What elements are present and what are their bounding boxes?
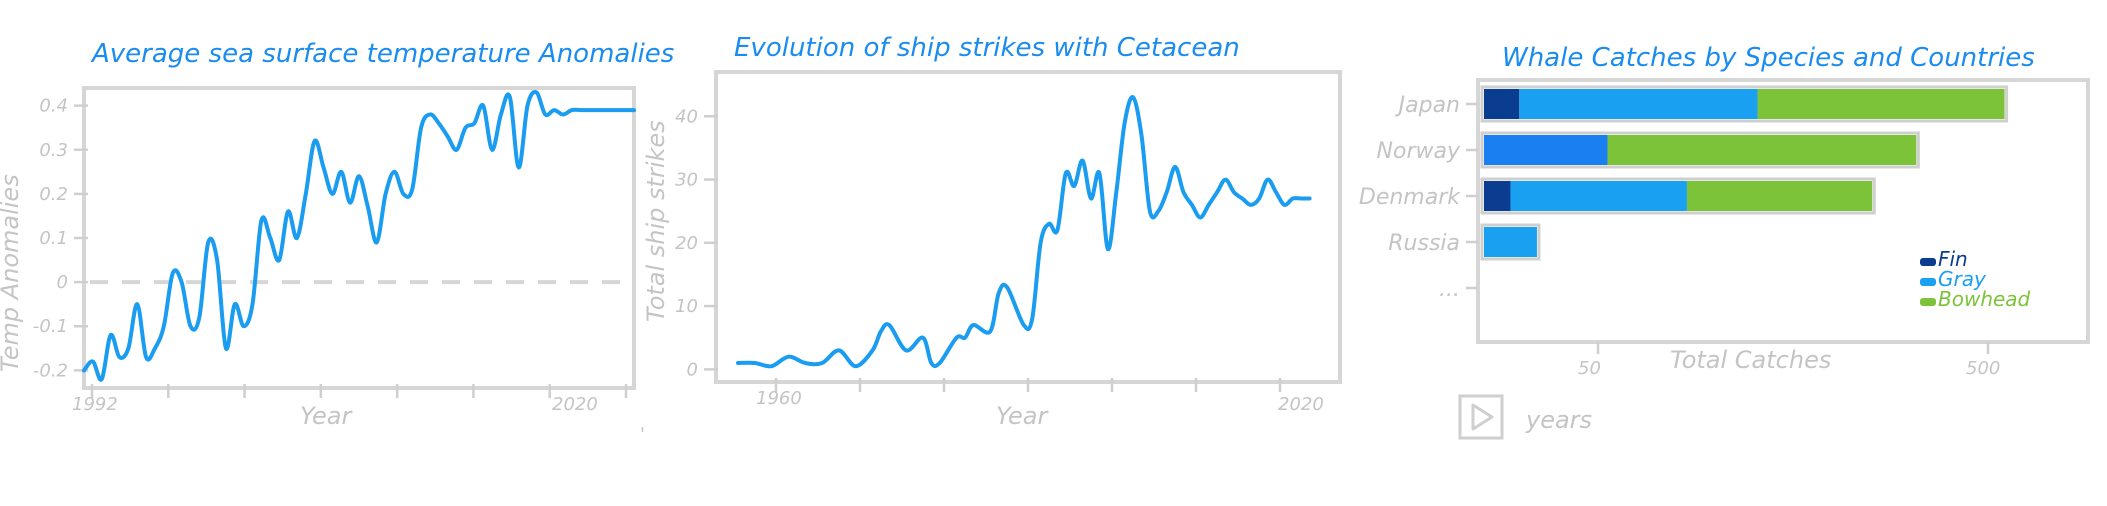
x-tick-label: 1992 [72,394,118,415]
plot-frame [1476,78,2090,344]
chart-title: Evolution of ship strikes with Cetacean [734,33,1240,63]
y-tick-label: 0.4 [39,96,68,117]
play-label: years [1525,406,1592,434]
legend-swatch [1920,278,1936,286]
y-tick-label: 0.3 [39,140,68,161]
play-button-frame[interactable] [1458,394,1504,440]
chart-title: Average sea surface temperature Anomalie… [90,39,674,69]
legend-swatch [1920,258,1936,266]
y-axis-label: Temp Anomalies [0,174,24,372]
bar-outline [1480,223,1541,261]
y-axis: -0.2 -0.1 0 0.1 0.2 0.3 0.4 [33,96,88,381]
x-tick-label: 2020 [552,394,598,415]
x-axis [774,378,1282,392]
bar-outline [1480,85,2009,123]
x-axis-label: Year [996,402,1049,430]
bar-segment-gray [1484,135,1608,165]
category-label: Russia [1388,231,1460,256]
category-axis: Japan Norway Denmark Russia... [1359,93,1478,302]
footnote-mark: ' [640,424,645,445]
category-label: Denmark [1359,185,1461,210]
legend-label: Fin [1938,247,1968,271]
x-tick-label: 2020 [1278,394,1324,415]
chart-ship-strikes: Evolution of ship strikes with Cetacean … [642,33,1342,430]
y-tick-label: 0.1 [39,228,68,249]
y-tick-label: 0 [687,359,698,380]
bar-outline [1480,177,1876,215]
y-tick-label: 10 [675,296,698,317]
y-tick-label: -0.1 [33,316,68,337]
x-tick-label: 50 [1578,358,1601,379]
y-tick-label: -0.2 [33,360,68,381]
x-tick-label: 1960 [756,388,802,409]
bars [1480,85,2009,261]
chart-title: Whale Catches by Species and Countries [1502,43,2035,73]
play-button[interactable] [1458,394,1504,440]
y-tick-label: 20 [675,233,698,254]
x-tick-label: 500 [1966,358,2000,379]
play-icon[interactable] [1471,403,1494,431]
series-line [736,95,1312,369]
y-tick-label: 40 [675,106,698,127]
category-label: ... [1439,277,1460,302]
y-axis: 0 10 20 30 40 [675,106,718,380]
bar-segment-bowhead [1607,135,1917,165]
bar-segment-bowhead [1757,89,2005,119]
bar-outline [1480,131,1920,169]
bar-segment-gray [1510,181,1687,211]
bar-segment-gray [1519,89,1758,119]
x-axis-label: Total Catches [1670,346,1831,374]
y-axis-label: Total ship strikes [642,120,670,322]
bar-segment-gray [1484,227,1537,257]
y-tick-label: 0 [57,272,68,293]
y-tick-label: 0.2 [39,184,68,205]
x-axis [1596,342,1990,354]
plot-frame [714,70,1342,384]
bar-segment-fin [1484,89,1520,119]
legend-label: Bowhead [1938,287,2031,311]
plot-frame [82,86,636,390]
bar-segment-bowhead [1686,181,1873,211]
category-label: Norway [1377,139,1461,164]
x-axis [90,384,628,398]
chart-sst-anomalies: Average sea surface temperature Anomalie… [0,39,674,445]
category-label: Japan [1395,93,1460,118]
series-line [82,90,636,382]
legend-label: Gray [1938,267,1987,291]
bar-segment-fin [1484,181,1511,211]
legend-swatch [1920,298,1936,306]
x-axis-label: Year [300,402,353,430]
y-tick-label: 30 [675,170,698,191]
chart-whale-catches: Whale Catches by Species and Countries J… [1359,43,2090,440]
